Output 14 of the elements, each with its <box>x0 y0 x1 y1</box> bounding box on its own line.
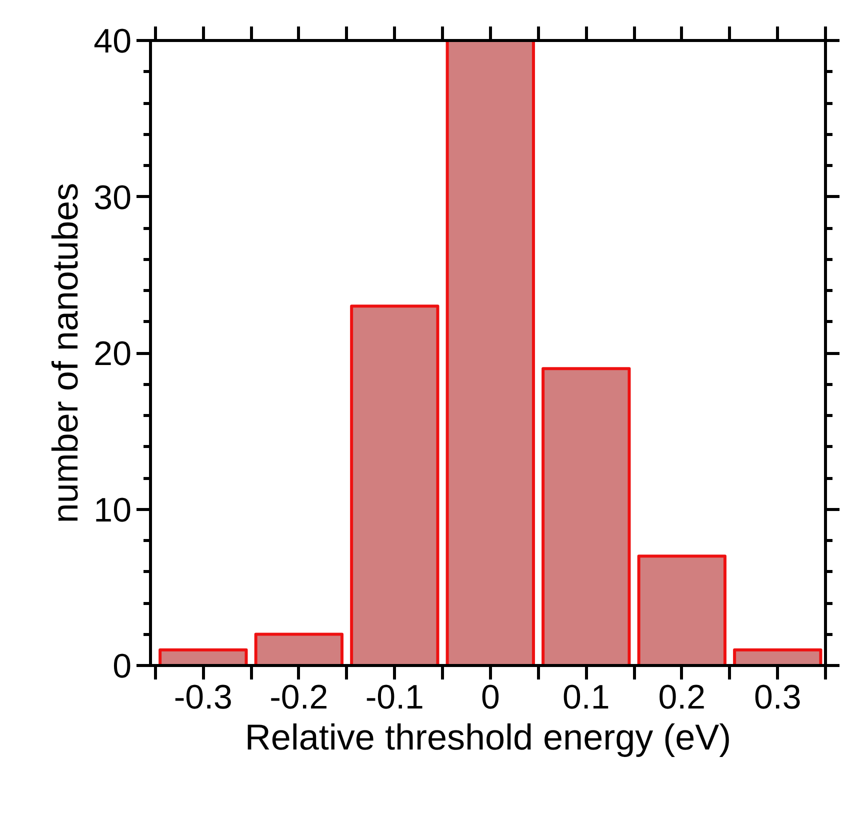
x-tick-label: 0.2 <box>658 678 706 716</box>
y-tick-label: 30 <box>94 178 132 217</box>
x-tick-label: -0.3 <box>174 678 232 716</box>
y-tick-label: 40 <box>94 22 132 60</box>
x-tick-label: 0.3 <box>754 678 802 716</box>
x-tick-label: 0 <box>480 678 500 716</box>
y-tick-label: 20 <box>94 335 132 373</box>
x-tick-label: 0.1 <box>562 678 610 716</box>
x-tick-label: -0.2 <box>270 678 328 716</box>
y-tick-label: 10 <box>94 491 132 530</box>
x-tick-label: -0.1 <box>365 678 424 716</box>
y-tick-label: 0 <box>112 648 132 686</box>
y-axis-title: number of nanotubes <box>44 182 86 524</box>
x-axis-title: Relative threshold energy (eV) <box>244 716 732 758</box>
